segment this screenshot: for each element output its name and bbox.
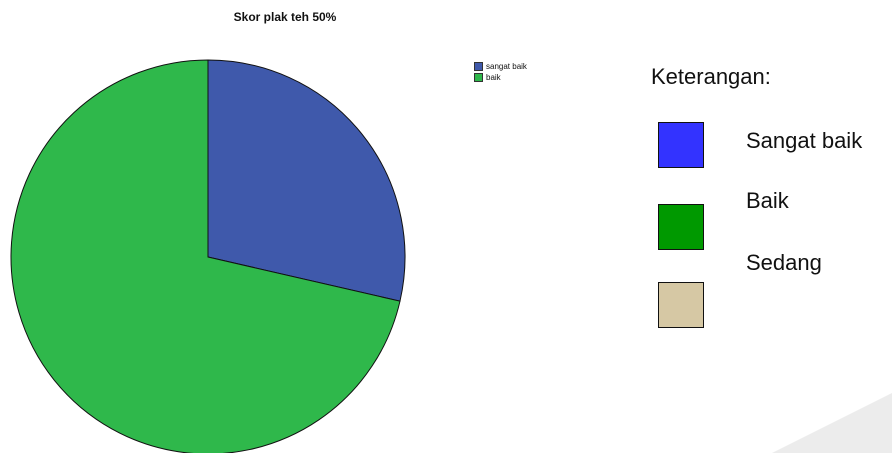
keterangan-label-sedang: Sedang	[746, 250, 822, 275]
pie-slice-baik	[10, 59, 401, 453]
keterangan-label-baik: Baik	[746, 188, 789, 213]
legend-label: baik	[486, 73, 501, 82]
keterangan-swatch-sedang	[658, 282, 704, 328]
keterangan-swatch-baik	[658, 204, 704, 250]
legend-item-sangat-baik: sangat baik	[474, 61, 527, 72]
keterangan-label-sangat-baik: Sangat baik	[746, 128, 863, 153]
keterangan-swatch-sangat-baik	[658, 122, 704, 168]
keterangan-title: Keterangan:	[651, 64, 771, 89]
legend-label: sangat baik	[486, 62, 527, 71]
chart-legend: sangat baik baik	[474, 61, 527, 83]
legend-item-baik: baik	[474, 72, 527, 83]
legend-swatch	[474, 62, 483, 71]
chart-title: Skor plak teh 50%	[233, 10, 337, 24]
legend-swatch	[474, 73, 483, 82]
pie-slice-sangat-baik	[207, 59, 406, 302]
corner-shade	[772, 393, 892, 453]
